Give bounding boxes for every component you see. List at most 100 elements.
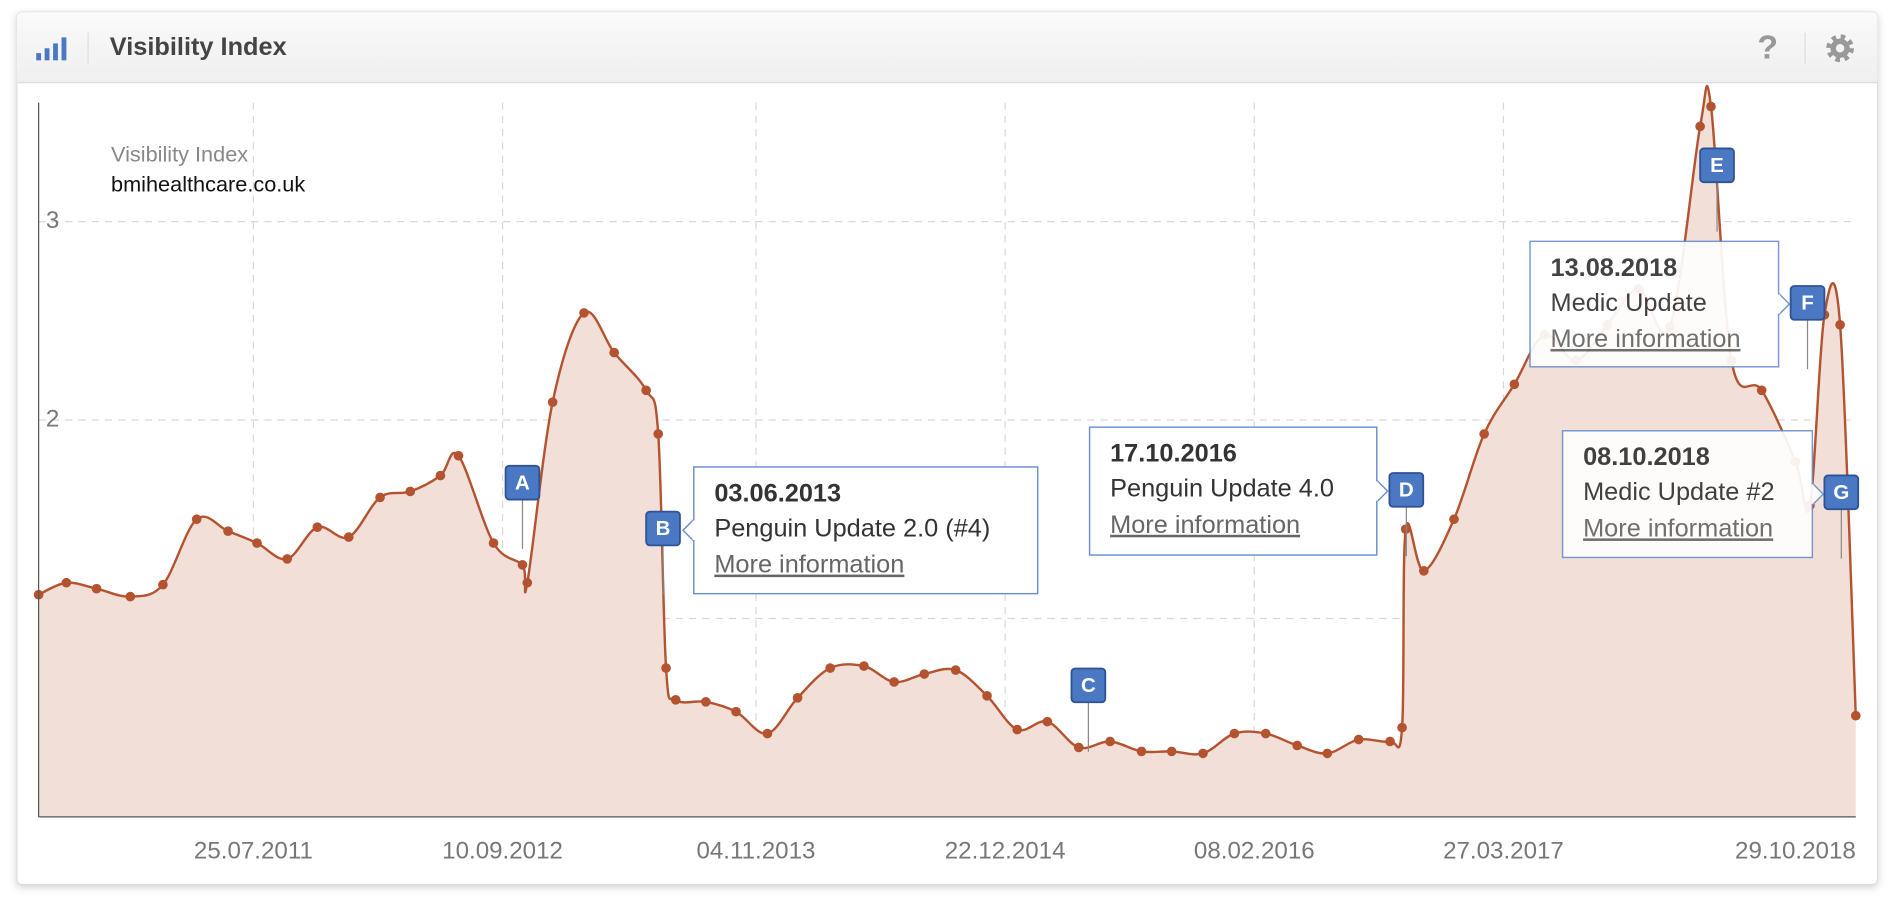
flag-label: G	[1833, 481, 1849, 504]
event-tooltip: 13.08.2018 Medic Update More information	[1529, 240, 1791, 368]
data-point	[282, 554, 293, 564]
line	[38, 84, 1858, 756]
data-point	[453, 450, 464, 461]
data-point	[1105, 736, 1115, 747]
data-point	[661, 663, 671, 673]
data-point	[125, 591, 136, 602]
tooltip-link[interactable]: More information	[1583, 514, 1773, 542]
data-point	[1166, 746, 1177, 757]
x-tick-label: 10.09.2012	[442, 837, 563, 864]
tooltip-title: Medic Update	[1551, 289, 1707, 317]
data-point	[982, 691, 992, 701]
legend-series: Visibility Index	[111, 141, 248, 166]
tooltip-pointer	[1376, 479, 1389, 503]
plot: 012325.07.201110.09.201204.11.201322.12.…	[33, 84, 1861, 864]
data-point	[792, 693, 803, 703]
tooltip-link[interactable]: More information	[1110, 511, 1300, 539]
flag-box	[1070, 667, 1107, 704]
bars-icon	[36, 37, 67, 61]
data-point	[825, 663, 835, 673]
tooltip-title: Penguin Update 2.0 (#4)	[714, 514, 990, 542]
x-tick-label: 27.03.2017	[1443, 837, 1564, 864]
flag-box	[1823, 474, 1860, 511]
data-point	[1012, 724, 1023, 735]
y-tick-label: 3	[46, 207, 59, 234]
event-tooltip: 03.06.2013 Penguin Update 2.0 (#4) More in…	[681, 466, 1039, 595]
flag-label: D	[1399, 479, 1414, 502]
data-point	[252, 538, 262, 548]
data-point	[375, 492, 385, 503]
tooltip-box	[1561, 430, 1814, 559]
data-point	[859, 661, 869, 671]
help-icon[interactable]: ?	[1757, 28, 1778, 66]
tooltip-link[interactable]: More information	[714, 551, 904, 579]
event-flag[interactable]: E	[1699, 147, 1735, 184]
data-point	[762, 728, 773, 739]
data-point	[1756, 385, 1767, 396]
flag-box	[1789, 285, 1826, 321]
event-flag[interactable]: F	[1789, 285, 1826, 321]
event-tooltip: 17.10.2016 Penguin Update 4.0 More informa…	[1088, 426, 1389, 556]
data-point	[191, 514, 202, 525]
card-header	[16, 12, 1878, 83]
event-flag[interactable]: A	[504, 464, 541, 501]
event-flag[interactable]: C	[1070, 667, 1107, 704]
tooltip-pointer	[681, 518, 695, 542]
tooltip-date: 17.10.2016	[1110, 440, 1237, 468]
data-point	[1449, 514, 1459, 525]
data-point	[1292, 740, 1302, 751]
data-point	[1198, 748, 1208, 759]
data-point	[517, 560, 528, 570]
data-point	[61, 577, 72, 588]
area	[38, 85, 1856, 817]
data-point	[312, 522, 323, 533]
settings-icon[interactable]	[1826, 34, 1854, 63]
event-flag[interactable]: B	[645, 510, 681, 547]
data-point	[1322, 748, 1333, 759]
data-point	[1136, 746, 1147, 757]
data-point	[1260, 728, 1271, 739]
data-point	[1418, 566, 1429, 576]
tooltip-pointer	[1811, 482, 1825, 506]
x-tick-label: 22.12.2014	[945, 837, 1066, 864]
flag-box	[1388, 472, 1425, 508]
data-point	[1229, 728, 1240, 739]
data-point	[1073, 742, 1084, 753]
data-point	[919, 669, 930, 679]
tooltip-title: Medic Update #2	[1583, 478, 1774, 506]
event-tooltip: 08.10.2018 Medic Update #2 More informatio…	[1561, 430, 1825, 559]
tooltip-date: 13.08.2018	[1551, 254, 1678, 282]
data-point	[609, 347, 620, 358]
data-point	[405, 486, 416, 497]
svg-text:?: ?	[1757, 28, 1778, 66]
tooltip-title: Penguin Update 4.0	[1110, 475, 1334, 503]
tooltip-box	[1088, 426, 1378, 556]
data-point	[950, 665, 961, 675]
x-tick-label: 25.07.2011	[194, 837, 313, 864]
data-point	[435, 470, 446, 481]
flag-label: C	[1081, 674, 1096, 697]
event-flag[interactable]: G	[1823, 474, 1860, 511]
x-tick-label: 04.11.2013	[696, 837, 815, 864]
x-tick-label: 08.02.2016	[1194, 837, 1315, 864]
data-point	[641, 385, 651, 396]
flag-label: A	[515, 471, 530, 494]
tooltip-box	[1529, 240, 1780, 368]
data-point	[488, 538, 499, 548]
flag-box	[504, 464, 541, 501]
data-point	[653, 429, 664, 439]
flag-label: E	[1710, 154, 1724, 177]
data-point	[223, 526, 233, 536]
event-flag[interactable]: D	[1388, 472, 1425, 508]
data-point	[670, 694, 681, 705]
data-point	[1479, 429, 1489, 439]
tooltip-date: 03.06.2013	[714, 479, 841, 507]
tooltip-date: 08.10.2018	[1583, 443, 1710, 471]
tooltip-link[interactable]: More information	[1551, 325, 1741, 353]
data-point	[1385, 736, 1395, 747]
flag-label: B	[656, 517, 671, 540]
data-point	[91, 583, 102, 594]
legend-domain: bmihealthcare.co.uk	[111, 172, 305, 197]
data-point	[343, 532, 354, 542]
